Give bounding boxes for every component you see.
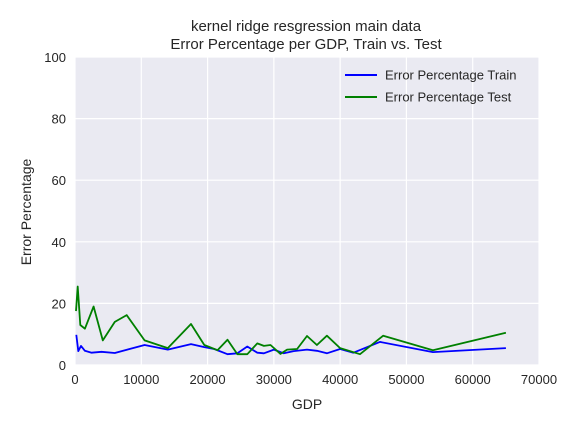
y-axis-label: Error Percentage bbox=[18, 158, 34, 265]
x-tick-label: 10000 bbox=[123, 372, 159, 387]
x-tick-label: 40000 bbox=[322, 372, 358, 387]
y-tick-label: 0 bbox=[59, 358, 66, 373]
y-tick-label: 80 bbox=[52, 112, 66, 127]
x-tick-label: 30000 bbox=[256, 372, 292, 387]
x-tick-label: 0 bbox=[71, 372, 78, 387]
x-axis-label: GDP bbox=[292, 396, 322, 412]
x-tick-label: 20000 bbox=[189, 372, 225, 387]
legend-entry-label: Error Percentage Train bbox=[385, 68, 517, 83]
x-tick-label: 60000 bbox=[455, 372, 491, 387]
y-tick-label: 20 bbox=[52, 296, 66, 311]
x-tick-label: 50000 bbox=[388, 372, 424, 387]
y-tick-label: 100 bbox=[44, 50, 66, 65]
x-tick-label: 70000 bbox=[521, 372, 557, 387]
y-tick-label: 40 bbox=[52, 235, 66, 250]
chart-title-line-1: kernel ridge resgression main data bbox=[191, 18, 422, 35]
y-tick-label: 60 bbox=[52, 173, 66, 188]
legend-entry-label: Error Percentage Test bbox=[385, 90, 512, 105]
chart-title-line-2: Error Percentage per GDP, Train vs. Test bbox=[170, 36, 442, 53]
